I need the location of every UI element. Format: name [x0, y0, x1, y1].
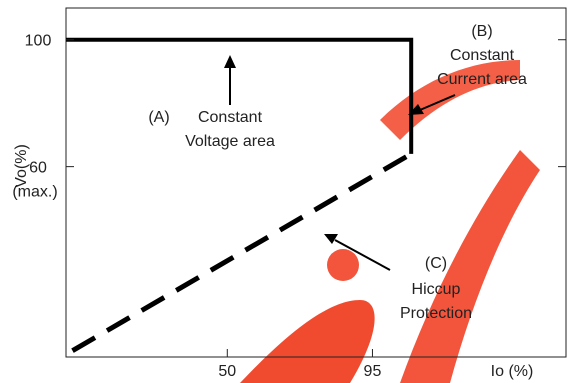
- series-constant-line: [66, 37, 414, 154]
- x-tick-label-0: 50: [218, 363, 236, 380]
- y-axis-label: Vo(%): [13, 144, 30, 188]
- annotation-a: (A) Constant Voltage area: [148, 55, 275, 150]
- x-axis-label: Io (%): [491, 363, 534, 380]
- y-tick-label-1: 60: [29, 160, 47, 177]
- annotation-c-line2: Protection: [400, 305, 472, 322]
- annotation-a-line2: Voltage area: [185, 133, 275, 150]
- annotation-b-arrow-shaft: [419, 94, 456, 111]
- watermark-arc: [380, 60, 520, 140]
- annotation-a-arrowhead: [224, 55, 236, 68]
- watermark-swoosh: [240, 300, 375, 383]
- annotation-a-tag: (A): [148, 109, 169, 126]
- y-tick-label-0: 100: [25, 33, 52, 50]
- annotation-c-arrow-shaft: [334, 239, 391, 271]
- annotation-c-tag: (C): [425, 255, 447, 272]
- series-hiccup-line: [71, 151, 413, 353]
- x-tick-label-1: 95: [364, 363, 382, 380]
- annotation-c: (C) Hiccup Protection: [324, 234, 472, 322]
- watermark-stroke: [400, 150, 540, 383]
- annotation-b-arrowhead: [408, 104, 424, 115]
- annotation-b-line2: Current area: [437, 71, 527, 88]
- annotation-b-line1: Constant: [450, 47, 515, 64]
- annotation-a-line1: Constant: [198, 109, 263, 126]
- watermark-dot: [327, 249, 359, 281]
- annotation-b-tag: (B): [471, 23, 492, 40]
- y-tick-sublabel: (max.): [12, 184, 57, 201]
- annotation-b: (B) Constant Current area: [408, 23, 527, 115]
- annotation-c-line1: Hiccup: [412, 281, 461, 298]
- plot-area: [65, 7, 567, 358]
- annotation-c-arrowhead: [324, 234, 338, 244]
- watermark: [240, 60, 540, 383]
